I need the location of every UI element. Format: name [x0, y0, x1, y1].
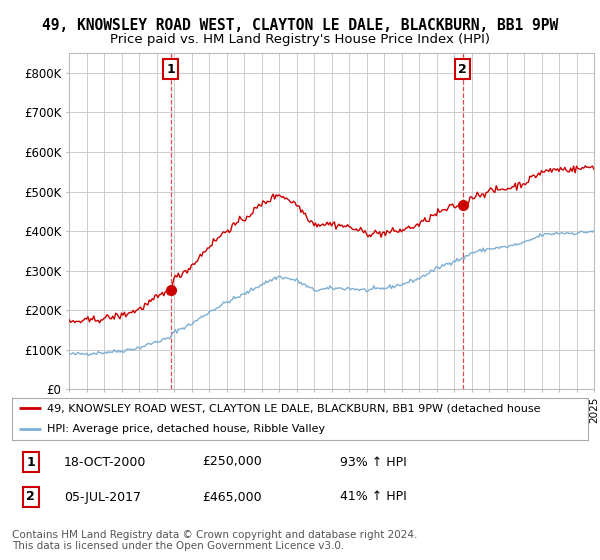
Text: 49, KNOWSLEY ROAD WEST, CLAYTON LE DALE, BLACKBURN, BB1 9PW: 49, KNOWSLEY ROAD WEST, CLAYTON LE DALE,… [42, 18, 558, 32]
Text: Price paid vs. HM Land Registry's House Price Index (HPI): Price paid vs. HM Land Registry's House … [110, 32, 490, 46]
Text: 93% ↑ HPI: 93% ↑ HPI [340, 455, 407, 469]
Text: £465,000: £465,000 [202, 491, 262, 503]
Text: Contains HM Land Registry data © Crown copyright and database right 2024.
This d: Contains HM Land Registry data © Crown c… [12, 530, 418, 551]
Text: 05-JUL-2017: 05-JUL-2017 [64, 491, 141, 503]
Text: 41% ↑ HPI: 41% ↑ HPI [340, 491, 407, 503]
Text: 1: 1 [26, 455, 35, 469]
Text: 1: 1 [166, 63, 175, 76]
Text: 2: 2 [26, 491, 35, 503]
Text: £250,000: £250,000 [202, 455, 262, 469]
Text: HPI: Average price, detached house, Ribble Valley: HPI: Average price, detached house, Ribb… [47, 424, 325, 434]
Text: 2: 2 [458, 63, 467, 76]
Text: 18-OCT-2000: 18-OCT-2000 [64, 455, 146, 469]
Text: 49, KNOWSLEY ROAD WEST, CLAYTON LE DALE, BLACKBURN, BB1 9PW (detached house: 49, KNOWSLEY ROAD WEST, CLAYTON LE DALE,… [47, 403, 540, 413]
